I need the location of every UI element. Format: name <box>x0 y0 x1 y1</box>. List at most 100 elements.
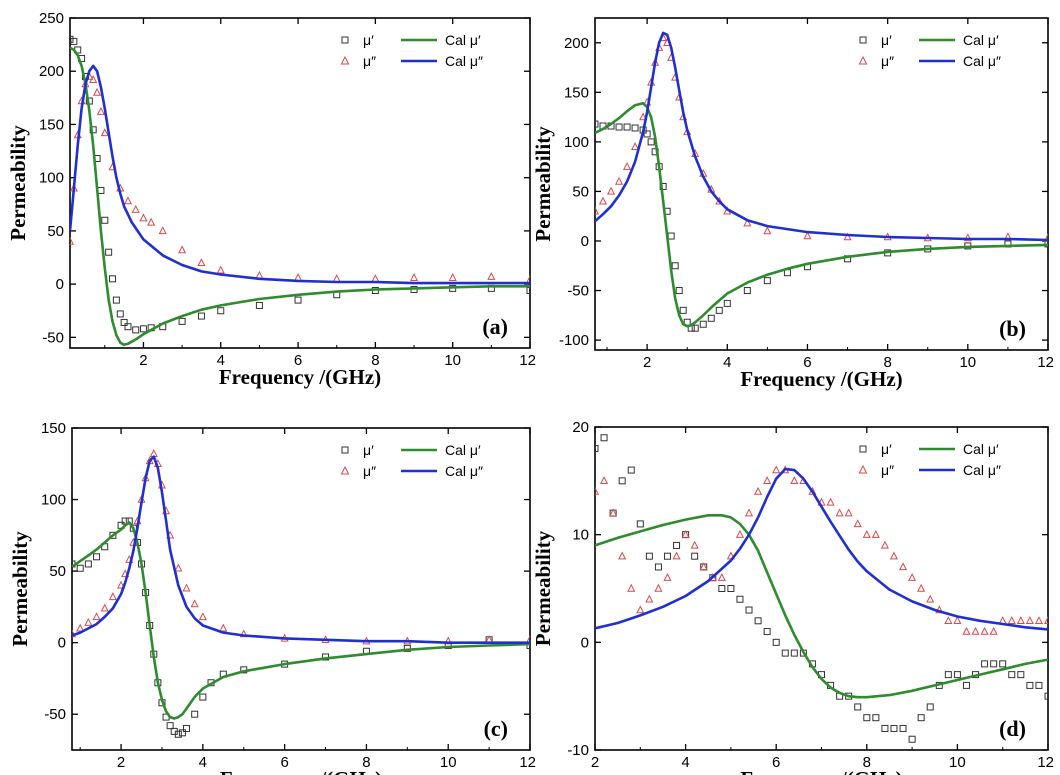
mu-double-prime-point <box>835 508 844 517</box>
mu-prime-point <box>93 553 101 561</box>
mu-double-prime-point <box>631 142 640 151</box>
mu-prime-point <box>663 552 671 560</box>
mu-double-prime-point <box>803 231 812 240</box>
mu-prime-point <box>781 649 789 657</box>
mu-double-prime-point <box>1043 616 1048 624</box>
x-tick-label: 6 <box>280 754 288 771</box>
y-tick-label: 0 <box>58 635 66 652</box>
x-tick-label: 4 <box>723 354 731 371</box>
mu-double-prime-point <box>92 87 102 96</box>
mu-double-prime-point <box>826 497 835 506</box>
mu-prime-point <box>953 671 961 679</box>
mu-prime-point <box>944 671 952 679</box>
x-axis-title: Frequency /(GHz) <box>740 367 902 391</box>
mu-double-prime-point <box>198 612 207 621</box>
legend-mu-prime-label: μ′ <box>363 32 374 48</box>
x-axis-title: Frequency /(GHz) <box>220 767 382 775</box>
mu-prime-point <box>139 325 147 333</box>
y-axis-title: Permeability <box>531 530 555 646</box>
y-tick-label: 0 <box>56 276 64 293</box>
y-tick-label: 100 <box>39 170 64 187</box>
x-tick-label: 10 <box>440 754 457 771</box>
legend-mu-prime-marker <box>859 36 867 44</box>
mu-double-prime-point <box>963 233 972 242</box>
mu-double-prime-point <box>84 617 93 626</box>
legend-mu-double-prime-label: μ″ <box>363 53 376 69</box>
mu-double-prime-point <box>889 551 899 560</box>
mu-prime-point <box>97 186 105 194</box>
mu-prime-point <box>707 314 715 322</box>
mu-prime-point <box>679 306 687 314</box>
y-tick-label: 50 <box>47 223 64 240</box>
mu-double-prime-point <box>92 612 101 621</box>
legend-mu-double-prime-marker <box>858 464 868 474</box>
mu-double-prime-point <box>595 206 600 215</box>
legend-cal-mu-prime-label: Cal μ′ <box>445 32 481 48</box>
y-tick-label: 150 <box>39 116 64 133</box>
mu-double-prime-point <box>182 583 191 592</box>
y-tick-label: 100 <box>564 134 589 151</box>
y-tick-label: -50 <box>44 706 66 723</box>
mu-double-prime-point <box>699 562 708 571</box>
mu-prime-point <box>981 660 989 668</box>
legend-mu-double-prime-label: μ″ <box>881 53 894 69</box>
mu-prime-point <box>105 248 113 256</box>
mu-double-prime-point <box>139 213 148 222</box>
mu-prime-point <box>675 287 683 295</box>
mu-prime-point <box>120 318 128 326</box>
mu-prime-point <box>178 729 186 737</box>
cal-mu-double-prime-line <box>595 467 1048 631</box>
mu-double-prime-point <box>944 616 953 624</box>
mu-double-prime-point <box>862 529 871 538</box>
legend-mu-prime-marker <box>341 446 349 454</box>
x-axis-title: Frequency /(GHz) <box>740 767 902 775</box>
mu-double-prime-point <box>100 603 109 612</box>
x-tick-label: 12 <box>519 352 536 369</box>
mu-double-prime-point <box>100 128 109 137</box>
x-tick-label: 4 <box>199 754 207 771</box>
mu-double-prime-point <box>880 540 889 549</box>
mu-double-prime-point <box>672 551 681 560</box>
mu-prime-point <box>1017 671 1025 679</box>
mu-prime-point <box>132 326 140 334</box>
x-tick-label: 2 <box>643 354 651 371</box>
mu-double-prime-point <box>197 258 206 267</box>
legend: μ′ Cal μ′ μ″ Cal μ″ <box>858 32 1001 69</box>
cal-mu-double-prime-line <box>70 64 530 285</box>
mu-prime-point <box>174 730 182 738</box>
x-tick-label: 12 <box>1037 754 1054 771</box>
y-tick-label: 50 <box>572 183 589 200</box>
mu-prime-point <box>631 124 639 132</box>
legend: μ′ Cal μ′ μ″ Cal μ″ <box>858 441 1001 478</box>
legend-mu-prime-label: μ′ <box>881 441 892 457</box>
x-tick-label: 8 <box>863 754 871 771</box>
mu-prime-point <box>84 560 92 568</box>
x-tick-label: 10 <box>959 354 976 371</box>
mu-double-prime-point <box>117 580 126 589</box>
mu-double-prime-point <box>158 226 167 235</box>
mu-prime-point <box>109 531 117 539</box>
mu-double-prime-point <box>790 476 799 485</box>
mu-double-prime-point <box>595 486 600 495</box>
panel-label: (a) <box>482 314 508 339</box>
mu-prime-point <box>691 552 699 560</box>
mu-double-prime-point <box>962 626 971 635</box>
mu-prime-point <box>990 660 998 668</box>
mu-prime-point <box>112 296 120 304</box>
legend-mu-double-prime-label: μ″ <box>363 463 376 479</box>
legend-mu-prime-label: μ′ <box>363 442 374 458</box>
mu-prime-point <box>526 287 530 295</box>
mu-double-prime-point <box>636 605 645 614</box>
panel-label: (c) <box>484 716 508 741</box>
mu-prime-point <box>699 320 707 328</box>
legend-cal-mu-prime-label: Cal μ′ <box>963 32 999 48</box>
cal-mu-prime-line <box>72 521 530 720</box>
mu-prime-point <box>962 681 970 689</box>
mu-double-prime-point <box>89 75 98 83</box>
cal-mu-double-prime-line <box>595 31 1048 242</box>
mu-double-prime-point <box>598 196 608 205</box>
mu-prime-point <box>636 520 644 528</box>
mu-double-prime-point <box>627 583 636 592</box>
mu-double-prime-point <box>216 265 225 274</box>
